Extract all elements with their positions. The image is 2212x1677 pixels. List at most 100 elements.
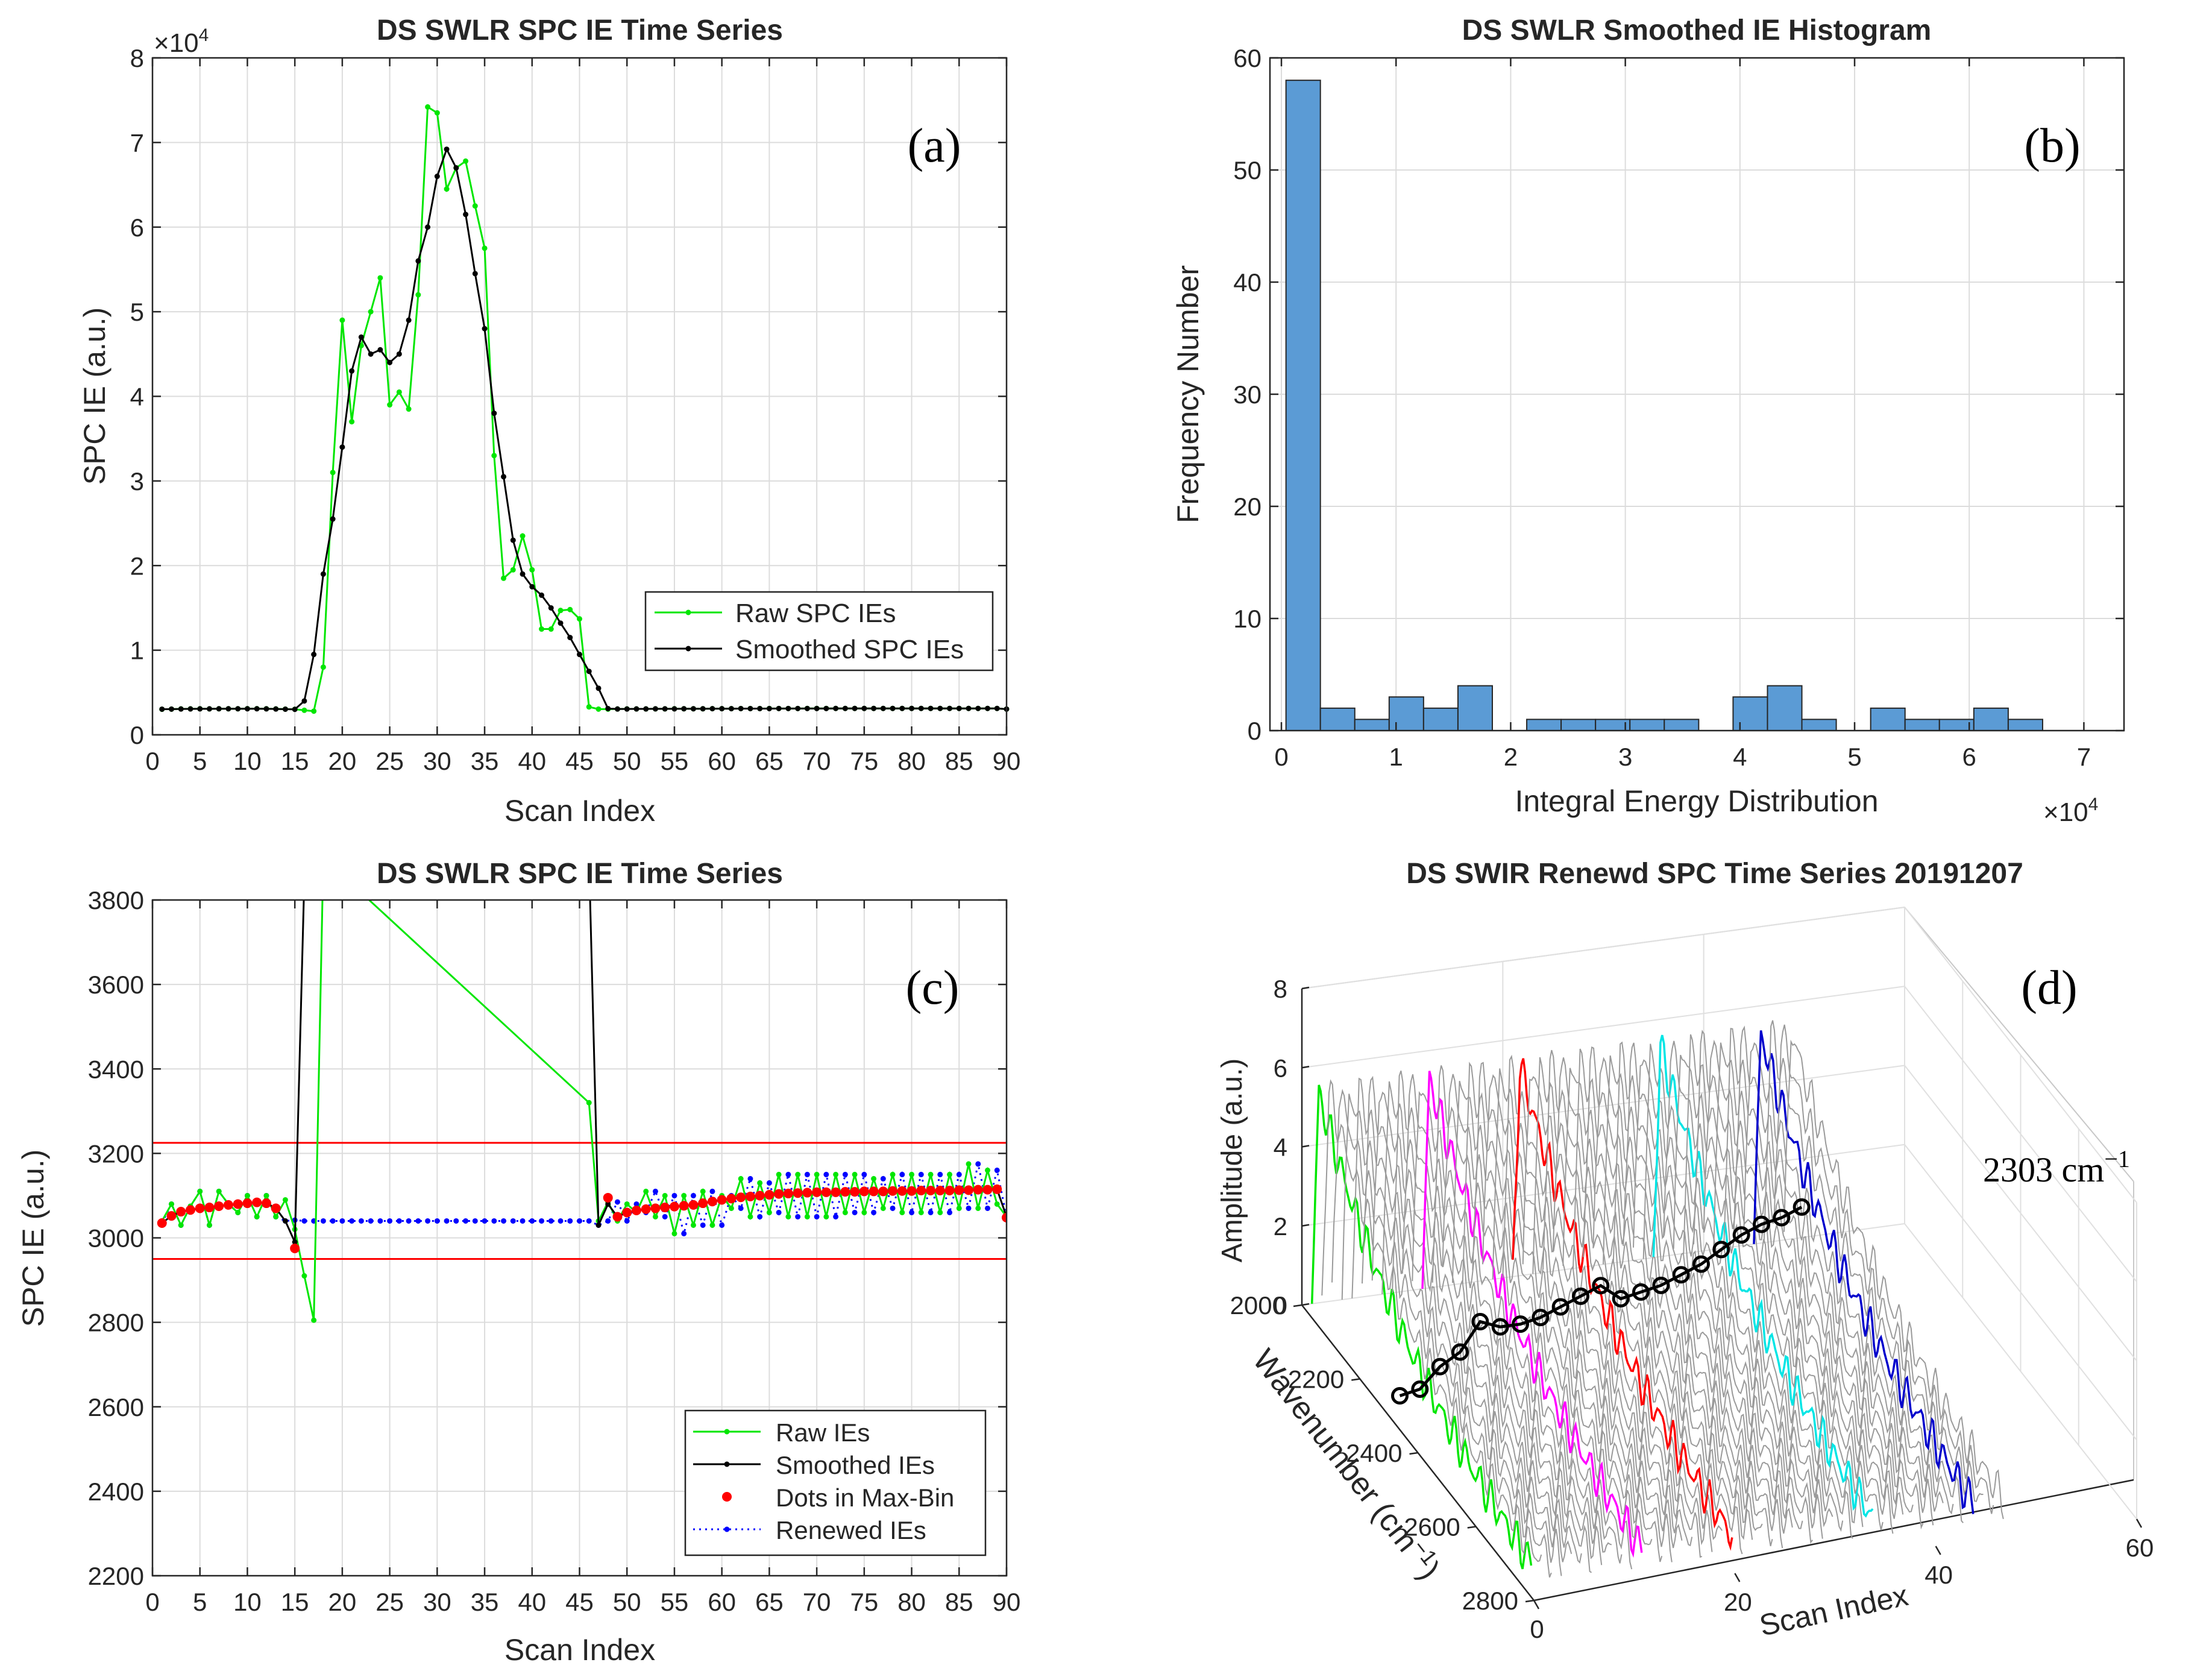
panel-c-point-raw bbox=[814, 1171, 820, 1177]
panel-c-point-maxbin bbox=[840, 1187, 850, 1197]
panel-c-point-maxbin bbox=[774, 1189, 784, 1199]
panel-a-point-smoothed bbox=[700, 706, 706, 712]
panel-a-series bbox=[159, 104, 1010, 714]
panel-c-point-raw bbox=[254, 1213, 260, 1219]
panel-c-legend: Raw IEs Smoothed IEs Dots in Max-Bin Ren… bbox=[684, 1409, 987, 1556]
panel-c-point-renewed bbox=[909, 1209, 915, 1215]
panel-c-point-raw bbox=[206, 1222, 212, 1228]
panel-c-point-raw bbox=[804, 1213, 810, 1219]
panel-a-point-raw bbox=[491, 453, 497, 459]
panel-c-point-maxbin bbox=[869, 1186, 879, 1197]
panel-c-point-maxbin bbox=[802, 1188, 812, 1198]
panel-c-xtick-label: 40 bbox=[518, 1588, 546, 1616]
panel-d-side-top-edge bbox=[1904, 907, 2134, 1182]
panel-d-ytick bbox=[1409, 1452, 1418, 1455]
panel-c-point-renewed bbox=[339, 1218, 345, 1224]
panel-c-xtick-label: 5 bbox=[193, 1588, 207, 1616]
panel-d-ytick-label: 2000 bbox=[1230, 1291, 1286, 1320]
panel-d-spectrum bbox=[1502, 1054, 1723, 1540]
panel-b-grid bbox=[1270, 57, 2124, 731]
panel-c-xtick-label: 75 bbox=[850, 1588, 878, 1616]
panel-a-point-raw bbox=[577, 616, 582, 622]
panel-a-xtick-label: 25 bbox=[375, 747, 404, 775]
panel-a-xtick-label: 50 bbox=[613, 747, 641, 775]
panel-b-ticks: 0 1 2 3 4 5 6 7 0 10 20 30 40 50 60 bbox=[1233, 44, 2124, 771]
panel-d-spectrum bbox=[1783, 1039, 2004, 1520]
panel-a-point-smoothed bbox=[567, 635, 573, 641]
panel-a-legend-smoothed-marker bbox=[685, 646, 691, 652]
panel-a-ticks: 0 5 10 15 20 25 30 35 40 45 50 55 60 65 70 75 80 85 900123… bbox=[130, 44, 1021, 775]
panel-d-ytick bbox=[1525, 1599, 1535, 1603]
panel-a-legend-raw-label: Raw SPC IEs bbox=[735, 599, 896, 628]
panel-c-point-raw bbox=[890, 1171, 896, 1177]
panel-d-ztick bbox=[1301, 1066, 1310, 1069]
panel-c-xtick-label: 15 bbox=[281, 1588, 309, 1616]
panel-b-bar bbox=[1664, 719, 1700, 732]
panel-b-xtick-label: 0 bbox=[1274, 743, 1288, 771]
panel-c-point-raw bbox=[624, 1201, 630, 1207]
panel-d-spectrum bbox=[1532, 1057, 1753, 1540]
panel-a-point-smoothed bbox=[178, 706, 184, 712]
panel-c-point-renewed bbox=[415, 1218, 421, 1224]
panel-d-spectrum bbox=[1603, 1055, 1823, 1539]
panel-a-point-smoothed bbox=[358, 334, 364, 340]
panel-b-ytick-label: 0 bbox=[1248, 717, 1262, 745]
panel-c-point-smoothed bbox=[605, 1201, 611, 1207]
panel-a-point-smoothed bbox=[206, 706, 212, 712]
panel-a-point-smoothed bbox=[814, 705, 820, 711]
panel-c-point-renewed bbox=[719, 1222, 725, 1228]
panel-a-point-smoothed bbox=[757, 705, 763, 711]
panel-c-legend-smoothed-label: Smoothed IEs bbox=[776, 1451, 935, 1479]
panel-d-2303-marker bbox=[1612, 1289, 1630, 1307]
panel-c-point-raw bbox=[273, 1213, 279, 1219]
panel-d-spectrum bbox=[1623, 1042, 1844, 1532]
panel-c-point-raw bbox=[842, 1209, 848, 1215]
panel-c-xtick-label: 80 bbox=[897, 1588, 926, 1616]
panel-c-point-renewed bbox=[349, 1218, 355, 1224]
panel-d-spectrum bbox=[1351, 1077, 1573, 1562]
panel-a-xtick-label: 85 bbox=[945, 747, 973, 775]
panel-c-point-raw bbox=[833, 1171, 839, 1177]
panel-c-point-smoothed bbox=[311, 855, 316, 860]
panel-c-ticks: 0 5 10 15 20 25 30 35 40 45 50 55 60 65 70 75 80 85 90 2200… bbox=[88, 886, 1021, 1616]
panel-c-point-raw bbox=[197, 1188, 203, 1194]
panel-d-2303-marker bbox=[1732, 1226, 1750, 1244]
panel-b-bar bbox=[1285, 80, 1321, 732]
panel-c-point-maxbin bbox=[859, 1186, 869, 1197]
panel-a-point-smoothed bbox=[425, 224, 431, 230]
panel-c-point-raw bbox=[700, 1188, 706, 1194]
panel-d-xtick bbox=[2135, 1518, 2143, 1528]
panel-c-point-renewed bbox=[842, 1171, 848, 1177]
panel-c-point-renewed bbox=[444, 1218, 450, 1224]
panel-c-point-renewed bbox=[453, 1218, 459, 1224]
panel-d-2303-marker bbox=[1632, 1283, 1650, 1301]
panel-b-ylabel: Frequency Number bbox=[1171, 265, 1205, 523]
panel-d-2303-marker bbox=[1672, 1266, 1690, 1284]
panel-a-point-smoothed bbox=[633, 706, 639, 712]
panel-a-point-smoothed bbox=[510, 537, 516, 543]
panel-a-xtick-label: 40 bbox=[518, 747, 546, 775]
panel-c-point-maxbin bbox=[641, 1204, 651, 1214]
panel-c-xtick-label: 70 bbox=[803, 1588, 831, 1616]
panel-c-point-raw bbox=[795, 1171, 801, 1177]
panel-d-2303-polyline bbox=[1399, 1206, 1803, 1397]
panel-c-point-renewed bbox=[652, 1188, 658, 1194]
panel-a-point-smoothed bbox=[330, 516, 336, 522]
panel-a-xtick-label: 75 bbox=[850, 747, 878, 775]
panel-c-point-maxbin bbox=[631, 1205, 641, 1215]
panel-a-point-smoothed bbox=[254, 706, 260, 712]
panel-a-ytick-label: 8 bbox=[130, 44, 144, 72]
panel-c-point-renewed bbox=[558, 1218, 564, 1224]
panel-a-point-smoothed bbox=[520, 571, 526, 577]
panel-c-point-raw bbox=[852, 1171, 858, 1177]
panel-a-point-raw bbox=[311, 708, 317, 714]
panel-c-point-maxbin bbox=[812, 1187, 822, 1197]
panel-a-exponent: ×104 bbox=[154, 25, 209, 58]
panel-a-xtick-label: 45 bbox=[565, 747, 594, 775]
panel-a-legend-raw-marker bbox=[685, 609, 691, 615]
panel-c-point-raw bbox=[738, 1175, 744, 1181]
panel-d-2303-marker bbox=[1390, 1387, 1409, 1405]
panel-a-point-smoothed bbox=[415, 258, 421, 264]
panel-a-title: DS SWLR SPC IE Time Series bbox=[377, 14, 783, 46]
panel-a-point-smoothed bbox=[244, 706, 250, 712]
